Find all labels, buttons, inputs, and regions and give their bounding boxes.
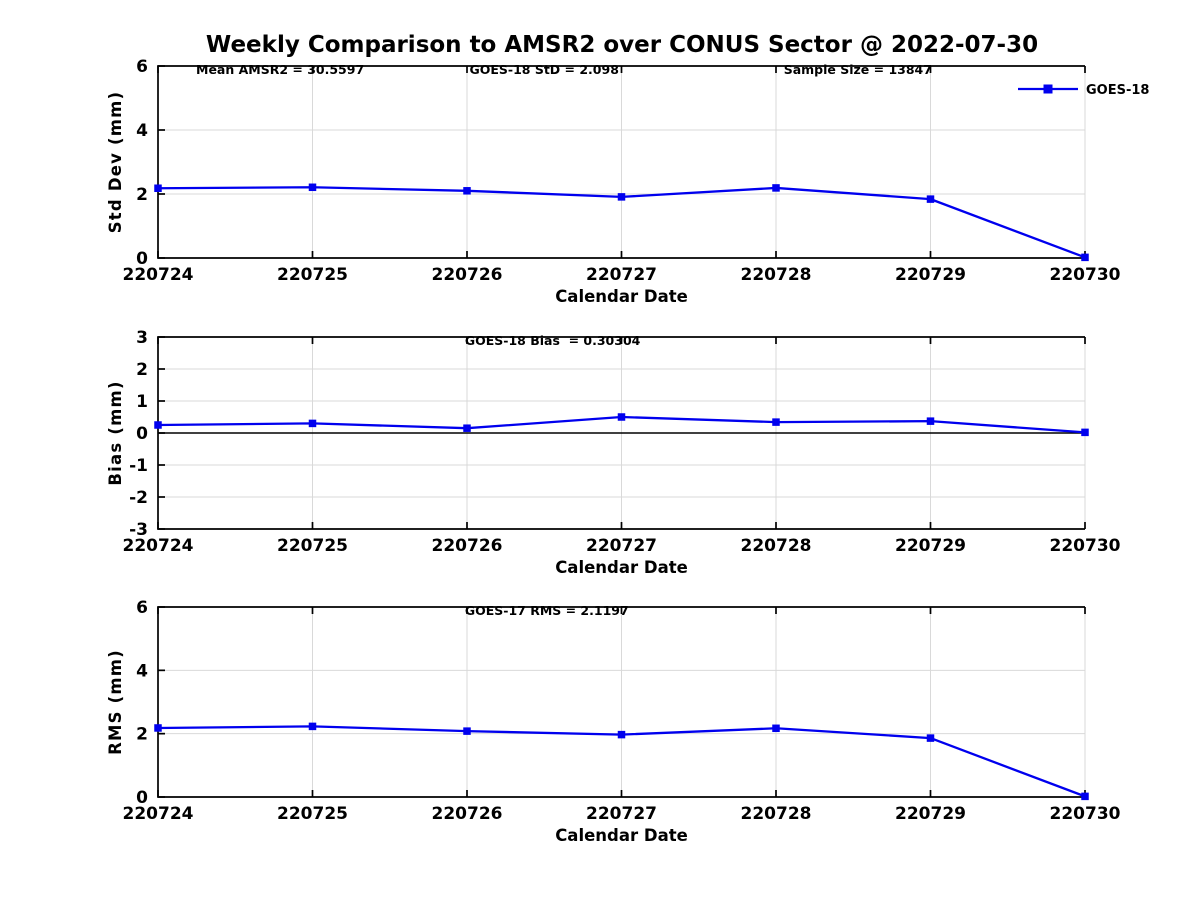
annotation: GOES-17 RMS = 2.1197 [465, 603, 629, 618]
data-point-marker [308, 183, 317, 192]
legend-marker-icon [1043, 84, 1053, 94]
x-tick-label: 220726 [432, 265, 503, 285]
annotation: Mean AMSR2 = 30.5597 [196, 62, 364, 77]
annotation: Sample Size = 13847 [784, 62, 932, 77]
data-point-marker [1081, 792, 1089, 801]
x-tick-label: 220728 [741, 265, 812, 285]
y-tick-label: 0 [136, 788, 148, 808]
x-tick-label: 220724 [123, 536, 194, 556]
y-tick-label: 2 [136, 185, 148, 205]
x-tick-label: 220730 [1050, 804, 1121, 824]
data-point-marker [926, 417, 935, 425]
x-axis-label: Calendar Date [555, 558, 688, 577]
x-tick-label: 220724 [123, 804, 194, 824]
data-point-marker [926, 734, 935, 742]
x-tick-label: 220727 [586, 536, 657, 556]
data-point-marker [154, 184, 162, 192]
data-point-marker [154, 421, 162, 429]
x-tick-label: 220727 [586, 804, 657, 824]
x-tick-label: 220728 [741, 804, 812, 824]
data-point-marker [772, 724, 780, 733]
y-tick-label: -2 [129, 488, 148, 508]
data-point-marker [1081, 428, 1089, 437]
x-tick-label: 220727 [586, 265, 657, 285]
x-tick-label: 220730 [1050, 536, 1121, 556]
x-axis-label: Calendar Date [555, 287, 688, 306]
y-tick-label: 0 [136, 249, 148, 269]
subplot-bias-mm: -3 -2 -1 0 1 2 3 220724 220725 220726 220727 220728… [106, 328, 1121, 577]
x-tick-label: 220730 [1050, 265, 1121, 285]
y-tick-label: 2 [136, 725, 148, 745]
x-tick-label: 220729 [895, 804, 966, 824]
legend: GOES-18 [1018, 83, 1149, 98]
x-tick-label: 220725 [277, 265, 348, 285]
y-tick-label: 2 [136, 360, 148, 380]
y-tick-label: -3 [129, 520, 148, 540]
subplot-rms-mm: 0 2 4 6 220724 220725 220726 220727 220728 220729… [106, 598, 1121, 845]
y-axis-label: Std Dev (mm) [106, 91, 125, 234]
data-point-marker [617, 413, 626, 421]
data-point-marker [463, 424, 471, 432]
data-point-marker [926, 195, 935, 203]
y-tick-label: 4 [136, 121, 148, 141]
data-point-marker [772, 184, 780, 192]
data-point-marker [1081, 253, 1089, 262]
data-point-marker [308, 722, 317, 731]
data-point-marker [617, 730, 626, 739]
x-tick-label: 220729 [895, 536, 966, 556]
annotation: GOES-18 Bias = 0.30304 [465, 333, 641, 348]
legend-label: GOES-18 [1086, 83, 1149, 98]
data-point-marker [463, 187, 471, 195]
x-tick-label: 220726 [432, 804, 503, 824]
y-axis-label: RMS (mm) [106, 649, 125, 755]
y-tick-label: 3 [136, 328, 148, 348]
y-tick-label: 4 [136, 661, 148, 681]
y-tick-label: 6 [136, 598, 148, 618]
x-tick-label: 220729 [895, 265, 966, 285]
x-axis-label: Calendar Date [555, 826, 688, 845]
y-tick-label: 1 [136, 392, 148, 412]
x-tick-label: 220726 [432, 536, 503, 556]
chart-title: Weekly Comparison to AMSR2 over CONUS Se… [206, 32, 1038, 58]
data-point-marker [308, 419, 317, 428]
x-tick-label: 220725 [277, 804, 348, 824]
data-point-marker [154, 724, 162, 732]
y-tick-label: 6 [136, 57, 148, 77]
data-point-marker [617, 193, 626, 201]
y-tick-label: -1 [129, 456, 148, 476]
subplot-std-dev-mm: 0 2 4 6 220724 220725 220726 220727 220728 220729… [106, 57, 1149, 306]
y-tick-label: 0 [136, 424, 148, 444]
data-point-marker [772, 418, 780, 426]
x-tick-label: 220728 [741, 536, 812, 556]
annotation: GOES-18 StD = 2.098 [469, 62, 618, 77]
y-axis-label: Bias (mm) [106, 380, 125, 485]
data-point-marker [463, 727, 471, 735]
x-tick-label: 220724 [123, 265, 194, 285]
x-tick-label: 220725 [277, 536, 348, 556]
